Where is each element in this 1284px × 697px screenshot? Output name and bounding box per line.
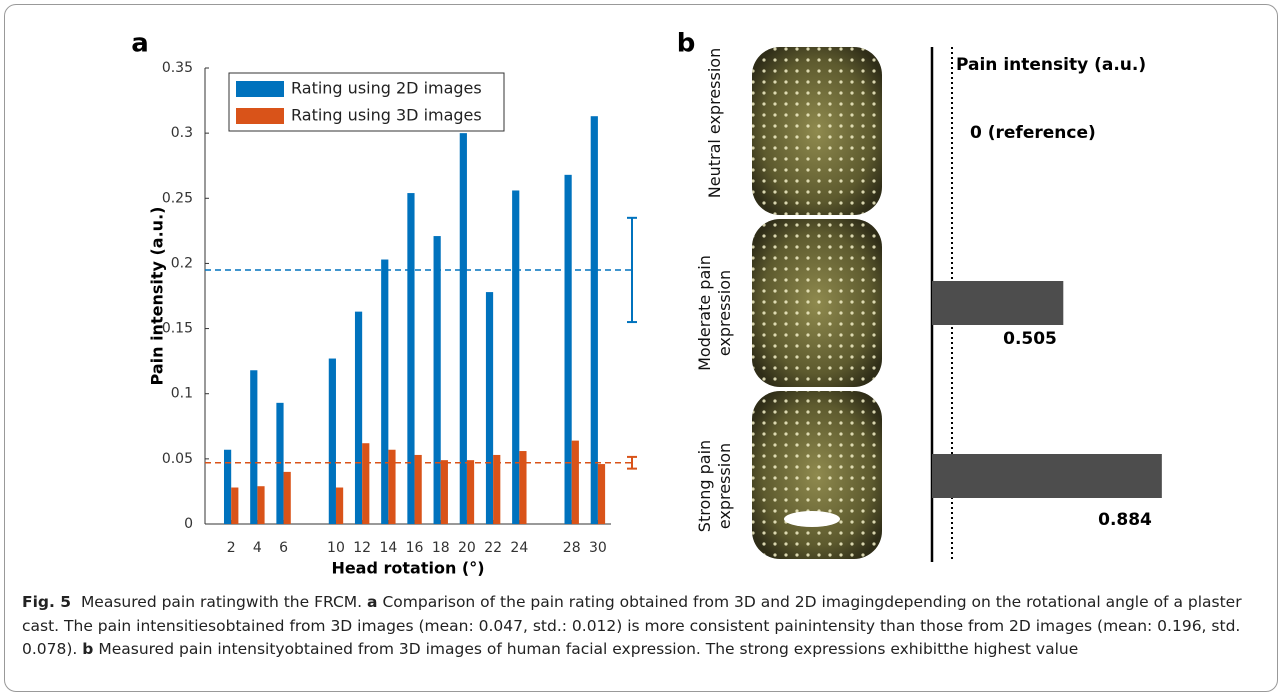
x-tick-label: 2 <box>227 540 236 556</box>
bar <box>224 450 231 524</box>
caption-a-label: a <box>367 593 377 611</box>
bar <box>407 193 414 524</box>
x-tick-label: 22 <box>484 540 502 556</box>
legend-swatch <box>236 108 284 124</box>
caption-b-label: b <box>82 640 93 658</box>
bar <box>381 260 388 524</box>
bar <box>250 370 257 524</box>
bar <box>355 312 362 524</box>
bar <box>231 488 238 524</box>
y-tick-label: 0.15 <box>162 321 193 337</box>
bar <box>284 472 291 524</box>
bar <box>486 292 493 524</box>
bar <box>257 486 264 524</box>
face-dots <box>752 47 882 215</box>
caption-b-text: Measured pain intensityobtained from 3D … <box>98 640 1078 658</box>
legend-swatch <box>236 81 284 97</box>
caption: Fig. 5 Measured pain ratingwith the FRCM… <box>22 591 1262 662</box>
category-label: Neutral expression <box>705 38 725 208</box>
bar <box>336 488 343 524</box>
panel-label: b <box>677 29 696 59</box>
x-tick-label: 18 <box>432 540 450 556</box>
bar <box>329 359 336 524</box>
legend-label: Rating using 3D images <box>291 106 482 125</box>
y-tick-label: 0.3 <box>171 125 193 141</box>
value-label: 0 (reference) <box>970 123 1096 143</box>
caption-intro: Measured pain ratingwith the FRCM. <box>81 593 362 611</box>
x-tick-label: 4 <box>253 540 262 556</box>
x-axis-label: Head rotation (°) <box>331 559 484 578</box>
y-tick-label: 0.05 <box>162 451 193 467</box>
bar <box>460 133 467 524</box>
bar <box>598 464 605 524</box>
bar <box>415 455 422 524</box>
category-label: Strong pain expression <box>695 401 735 571</box>
x-tick-label: 14 <box>379 540 397 556</box>
bar <box>932 281 1063 325</box>
x-tick-label: 24 <box>510 540 528 556</box>
y-tick-label: 0.35 <box>162 60 193 76</box>
category-label: Moderate pain expression <box>695 228 735 398</box>
y-tick-label: 0 <box>184 516 193 532</box>
bar <box>932 454 1162 498</box>
panel-label: a <box>131 29 149 59</box>
y-tick-label: 0.25 <box>162 190 193 206</box>
x-tick-label: 10 <box>327 540 345 556</box>
legend-label: Rating using 2D images <box>291 79 482 98</box>
bar <box>467 460 474 524</box>
value-label: 0.505 <box>1003 329 1057 349</box>
x-tick-label: 16 <box>406 540 424 556</box>
x-tick-label: 30 <box>589 540 607 556</box>
bar <box>362 443 369 524</box>
x-tick-label: 28 <box>563 540 581 556</box>
face-mouth <box>784 511 840 527</box>
y-tick-label: 0.2 <box>171 255 193 271</box>
caption-label: Fig. 5 <box>22 593 71 611</box>
bar <box>434 236 441 524</box>
face-images <box>752 47 882 559</box>
y-tick-label: 0.1 <box>171 386 193 402</box>
bar <box>519 451 526 524</box>
face-dots <box>752 219 882 387</box>
bar <box>565 175 572 524</box>
bar <box>493 455 500 524</box>
x-tick-label: 6 <box>279 540 288 556</box>
face-dots <box>752 391 882 559</box>
figure: a00.050.10.150.20.250.30.352461012141618… <box>0 0 1284 697</box>
bar <box>512 190 519 524</box>
x-tick-label: 20 <box>458 540 476 556</box>
x-axis-label: Pain intensity (a.u.) <box>956 55 1146 75</box>
bar <box>441 460 448 524</box>
value-label: 0.884 <box>1098 510 1152 530</box>
y-axis-label: Pain intensity (a.u.) <box>148 207 167 386</box>
bar <box>572 441 579 524</box>
x-tick-label: 12 <box>353 540 371 556</box>
bar <box>388 450 395 524</box>
